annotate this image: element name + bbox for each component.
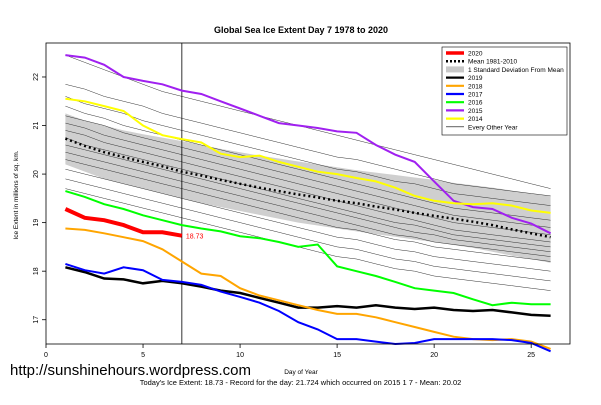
legend-label-2018: 2018 (468, 83, 483, 90)
footer-stats: Today's Ice Extent: 18.73 - Record for t… (139, 378, 462, 387)
x-tick-label-15: 15 (333, 352, 341, 359)
legend-label-2019: 2019 (468, 75, 483, 82)
x-tick-label-0: 0 (44, 352, 48, 359)
legend-label-every-other-year: Every Other Year (468, 124, 518, 131)
other-year-line-5 (65, 115, 551, 228)
other-year-line-14 (65, 188, 551, 291)
other-year-line-8 (65, 137, 551, 248)
series-line-2014 (65, 97, 551, 214)
other-year-line-1 (65, 54, 551, 189)
y-tick-label-20: 20 (33, 170, 40, 178)
chart-title: Global Sea Ice Extent Day 7 1978 to 2020 (214, 25, 388, 35)
other-year-line-13 (65, 178, 551, 282)
x-tick-label-20: 20 (430, 352, 438, 359)
legend-label-2017: 2017 (468, 92, 483, 99)
other-year-line-2 (65, 84, 551, 197)
legend-label-2020: 2020 (468, 51, 483, 58)
other-year-line-9 (65, 144, 551, 253)
current-value-label: 18.73 (186, 234, 204, 241)
other-year-line-4 (65, 105, 551, 221)
series-line-2017 (65, 262, 551, 353)
std-deviation-band (65, 113, 551, 263)
y-tick-label-19: 19 (33, 219, 40, 227)
y-tick-label-21: 21 (33, 122, 40, 130)
other-year-line-11 (65, 159, 551, 262)
legend-label-2015: 2015 (468, 108, 483, 115)
other-year-line-12 (65, 168, 551, 272)
y-axis-label: Ice Extent in millions of sq. km. (13, 150, 20, 239)
other-year-line-10 (65, 151, 551, 257)
legend-label-1-standard-deviation-from-mean: 1 Standard Deviation From Mean (468, 67, 564, 74)
series-line-2016 (65, 190, 551, 307)
legend-label-2014: 2014 (468, 116, 483, 123)
y-tick-label-18: 18 (33, 267, 40, 275)
x-tick-label-5: 5 (141, 352, 145, 359)
other-year-line-6 (65, 122, 551, 236)
x-tick-label-25: 25 (527, 352, 535, 359)
y-tick-label-17: 17 (33, 316, 40, 324)
series-line-2020 (64, 207, 183, 238)
other-year-line-3 (65, 96, 551, 206)
other-year-line-7 (65, 130, 551, 243)
y-tick-label-22: 22 (33, 73, 40, 81)
legend-label-2016: 2016 (468, 100, 483, 107)
plot-frame (45, 42, 571, 345)
legend-label-mean-1981-2010: Mean 1981-2010 (468, 59, 518, 66)
series-line-2015 (65, 54, 552, 235)
watermark-url: http://sunshinehours.wordpress.com (10, 362, 251, 379)
legend-swatch-1-standard-deviation-from-mean (446, 66, 464, 73)
x-axis-label: Day of Year (284, 369, 318, 376)
x-tick-label-10: 10 (236, 352, 244, 359)
